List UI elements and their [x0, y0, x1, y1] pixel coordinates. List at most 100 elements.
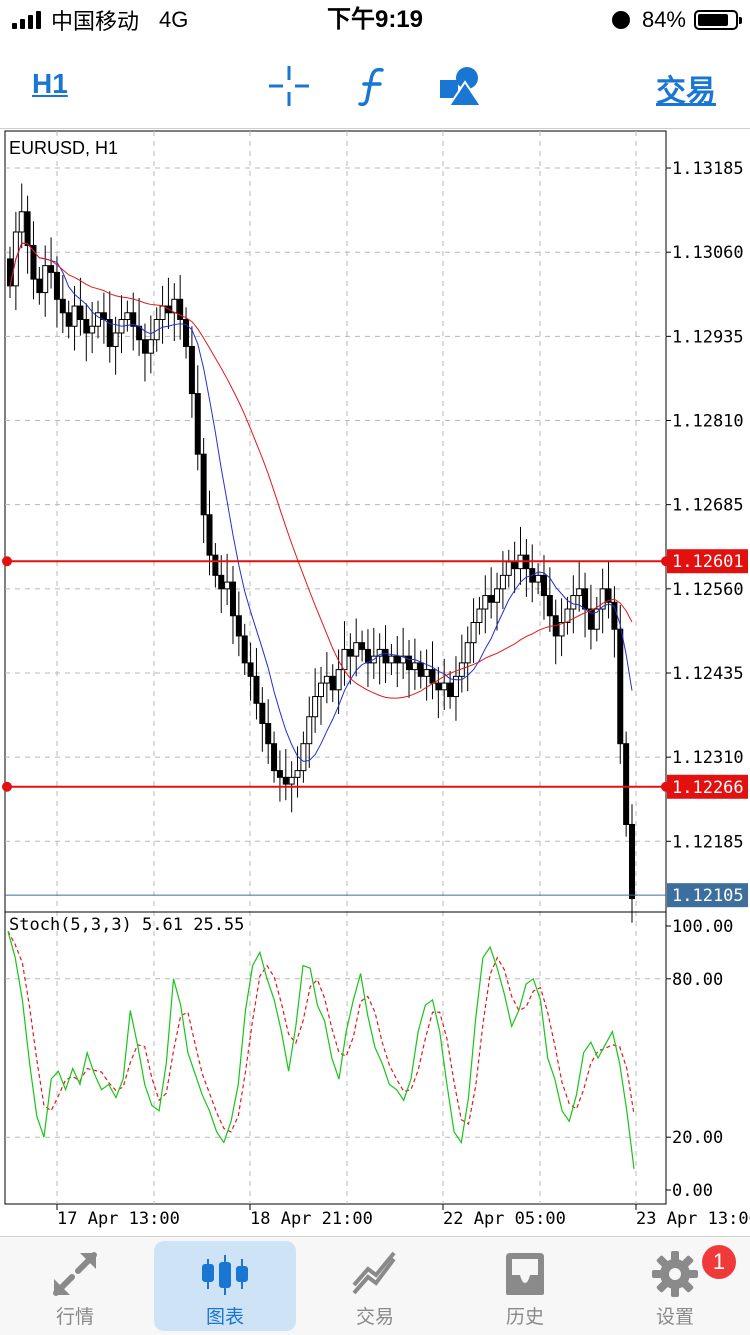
bull-candle	[570, 595, 577, 610]
current-price-label-bg	[667, 883, 748, 908]
bull-candle	[323, 675, 330, 684]
tab-label-quotes: 行情	[55, 1307, 94, 1328]
bear-candle	[605, 588, 612, 603]
bull-candle	[71, 305, 78, 327]
bear-candle	[59, 298, 66, 314]
price-tick-label: 1.13060	[672, 243, 744, 263]
hline-label: 1.12601	[672, 552, 744, 572]
bear-candle	[329, 675, 336, 691]
timeframe-button[interactable]: H1	[32, 68, 68, 99]
crosshair-icon[interactable]	[265, 62, 313, 110]
bear-candle	[587, 608, 594, 630]
function-icon[interactable]	[350, 62, 398, 110]
gear-icon	[652, 1251, 698, 1297]
bear-candle	[77, 305, 84, 321]
objects-icon[interactable]	[437, 62, 485, 110]
notification-badge: 1	[702, 1245, 736, 1279]
bull-candle	[423, 669, 430, 677]
stochastic-indicator: 100.00 80.00 20.00 0.00	[5, 917, 733, 1201]
bull-candle	[576, 588, 583, 597]
bull-candle	[318, 682, 324, 698]
bear-candle	[206, 514, 213, 556]
bear-candle	[447, 682, 454, 698]
bull-candle	[159, 305, 166, 321]
bear-candle	[394, 655, 401, 664]
bear-candle	[24, 211, 31, 246]
stoch-main-line	[7, 931, 635, 1169]
time-tick-label: 18 Apr 21:00	[250, 1209, 373, 1229]
chart-area[interactable]: 1.12601 1.12266 1.12105 1.13185 1.13060 1.12…	[0, 128, 750, 1236]
bull-candle	[42, 265, 49, 294]
bull-candle	[452, 675, 459, 698]
battery-percent: 84%	[641, 7, 686, 32]
bull-candle	[341, 648, 348, 671]
bull-candle	[535, 574, 542, 583]
candle-series	[7, 183, 635, 923]
network-type: 4G	[159, 7, 189, 32]
price-axis: 1.13185 1.13060 1.12935 1.12810 1.12685 1.125…	[666, 159, 744, 852]
bull-candle	[505, 561, 512, 576]
bull-candle	[95, 312, 102, 327]
bear-candle	[53, 271, 60, 300]
bull-candle	[18, 211, 25, 233]
bear-candle	[253, 675, 260, 704]
bull-candle	[300, 743, 307, 772]
bull-candle	[353, 642, 360, 657]
hline-label-bg	[667, 549, 748, 574]
tab-chart[interactable]: 图表	[154, 1241, 296, 1331]
tab-trade[interactable]: 交易	[304, 1241, 446, 1331]
signal-icon	[12, 11, 41, 29]
tab-label-history: 历史	[505, 1307, 544, 1328]
bear-candle	[417, 662, 424, 677]
bull-candle	[558, 621, 565, 637]
bear-candle	[629, 823, 635, 900]
bull-candle	[400, 655, 407, 664]
bull-candle	[599, 588, 606, 610]
bear-candle	[435, 682, 442, 691]
bear-candle	[582, 588, 589, 610]
bull-candle	[224, 581, 231, 590]
tab-history[interactable]: 历史	[454, 1241, 596, 1331]
bear-candle	[271, 743, 278, 772]
bull-candle	[376, 648, 383, 657]
bear-candle	[265, 722, 272, 745]
price-chart[interactable]: 1.12601 1.12266 1.12105 1.13185 1.13060 1.12…	[0, 128, 750, 1236]
tab-label-trade: 交易	[355, 1307, 394, 1328]
trade-icon	[352, 1251, 396, 1295]
chart-toolbar: H1 交易	[0, 48, 750, 129]
slow-ma-line	[9, 242, 633, 699]
bull-candle	[476, 608, 483, 623]
battery-icon	[694, 10, 742, 30]
tab-settings[interactable]: 1 设置	[604, 1241, 746, 1331]
bull-candle	[593, 608, 600, 630]
bear-candle	[488, 595, 495, 603]
bear-candle	[617, 628, 624, 745]
bear-candle	[141, 339, 148, 354]
price-tick-label: 1.12435	[672, 664, 744, 684]
bull-candle	[306, 716, 313, 745]
bull-candle	[470, 621, 477, 644]
bull-candle	[482, 595, 489, 610]
price-tick-label: 1.12185	[672, 832, 744, 852]
tab-quotes[interactable]: 行情	[4, 1241, 146, 1331]
bear-candle	[540, 574, 547, 597]
bear-candle	[194, 393, 201, 455]
bear-candle	[36, 278, 43, 294]
tab-label-chart: 图表	[205, 1307, 244, 1328]
bear-candle	[511, 561, 518, 570]
tab-label-settings: 设置	[655, 1307, 694, 1328]
bear-candle	[229, 581, 236, 617]
bull-candle	[124, 312, 131, 321]
bull-candle	[411, 662, 418, 671]
bull-candle	[441, 682, 448, 691]
status-left: 中国移动 4G	[12, 6, 188, 34]
status-bar: 中国移动 4G 下午9:19 84%	[0, 0, 750, 40]
moving-averages	[9, 242, 633, 762]
bear-candle	[247, 662, 254, 677]
bear-candle	[7, 258, 13, 287]
time-tick-label: 17 Apr 13:00	[57, 1209, 180, 1229]
bear-candle	[106, 319, 113, 347]
bear-candle	[177, 298, 184, 321]
bull-candle	[153, 319, 160, 341]
trade-button[interactable]: 交易	[656, 75, 716, 108]
